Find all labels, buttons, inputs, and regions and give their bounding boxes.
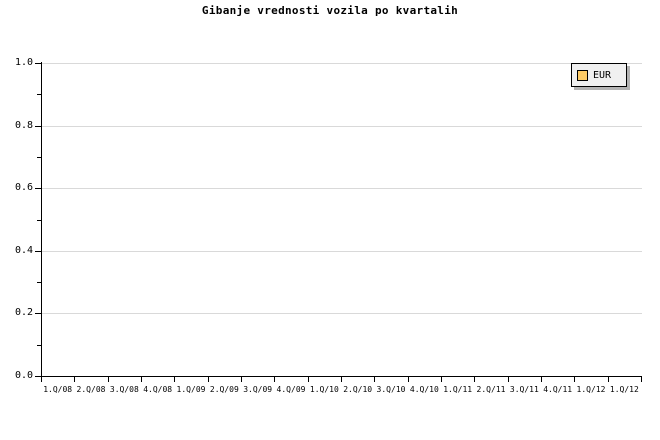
y-axis-tick-label-text: 1.0 [14,57,33,68]
gridline [42,126,642,127]
x-axis-tick-label: 2.Q/10 [343,385,373,394]
y-axis-minor-tick [37,220,41,221]
y-axis-tick-label-text: 0.2 [14,307,33,318]
y-axis-tick-label: 0.8 [0,121,33,131]
gridline [42,313,642,314]
legend-label-eur: EUR [593,69,612,81]
x-axis-tick [74,377,75,382]
x-axis-tick-label: 4.Q/11 [543,385,573,394]
x-axis-tick [541,377,542,382]
x-axis-tick [274,377,275,382]
x-axis-tick-label: 3.Q/09 [243,385,273,394]
y-axis-minor-tick [37,157,41,158]
x-axis-tick-label: 1.Q/09 [176,385,206,394]
x-axis-tick-label: 2.Q/08 [76,385,106,394]
x-axis-tick [41,377,42,382]
x-axis-tick-label: 3.Q/08 [109,385,139,394]
y-axis-tick [35,126,41,127]
y-axis-line [41,62,42,377]
y-axis-tick-label-text: 0.4 [14,245,33,256]
gridline [42,188,642,189]
x-axis-tick-label: 2.Q/09 [209,385,239,394]
y-axis-tick-label: 0.0 [0,371,33,381]
x-axis-tick [474,377,475,382]
legend-item-eur[interactable]: EUR [577,68,611,82]
y-axis-tick-label: 0.2 [0,308,33,318]
y-axis-tick [35,63,41,64]
x-axis-tick [608,377,609,382]
y-axis-tick-label-text: 0.8 [14,120,33,131]
x-axis-tick [341,377,342,382]
chart-legend[interactable]: EUR [571,63,627,87]
x-axis-tick-label: 1.Q/11 [443,385,473,394]
x-axis-tick-label: 4.Q/08 [143,385,173,394]
y-axis-tick [35,313,41,314]
x-axis-tick [241,377,242,382]
legend-swatch-eur [577,69,588,81]
y-axis-tick [35,376,41,377]
y-axis-minor-tick [37,345,41,346]
y-axis-tick-label-text: 0.0 [14,370,33,381]
y-axis-tick [35,251,41,252]
gridline [42,251,642,252]
y-axis-tick-label: 0.6 [0,183,33,193]
x-axis-tick [308,377,309,382]
x-axis-tick-label: 1.Q/10 [309,385,339,394]
x-axis-tick [208,377,209,382]
plot-area [41,63,641,376]
y-axis-tick [35,188,41,189]
x-axis-tick-label: 1.Q/12 [609,385,639,394]
x-axis-tick [374,377,375,382]
x-axis-tick [108,377,109,382]
x-axis-tick-label: 1.Q/08 [43,385,73,394]
x-axis-tick [174,377,175,382]
y-axis-tick-label-text: 0.6 [14,182,33,193]
x-axis-tick [508,377,509,382]
x-axis-tick [141,377,142,382]
chart-title: Gibanje vrednosti vozila po kvartalih [201,4,459,17]
x-axis-tick [641,377,642,382]
x-axis-tick-label: 2.Q/11 [476,385,506,394]
x-axis-tick [441,377,442,382]
y-axis-tick-label: 0.4 [0,246,33,256]
x-axis-tick-label: 4.Q/09 [276,385,306,394]
x-axis-tick-label: 3.Q/11 [509,385,539,394]
y-axis-minor-tick [37,94,41,95]
x-axis-tick [408,377,409,382]
x-axis-tick-label: 3.Q/10 [376,385,406,394]
x-axis-line [41,376,642,377]
gridline [42,63,642,64]
y-axis-tick-label: 1.0 [0,58,33,68]
x-axis-tick-label: 1.Q/12 [576,385,606,394]
x-axis-tick [574,377,575,382]
x-axis-tick-label: 4.Q/10 [409,385,439,394]
y-axis-minor-tick [37,282,41,283]
